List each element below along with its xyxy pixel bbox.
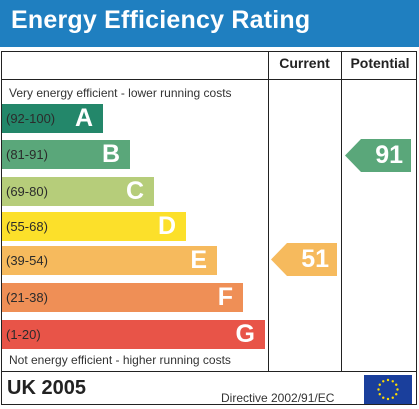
- column-divider-potential: [341, 51, 342, 371]
- column-divider-current: [268, 51, 269, 371]
- eu-star-icon: [378, 383, 381, 386]
- band-letter: G: [235, 320, 255, 348]
- band-f: (21-38) F: [2, 283, 243, 312]
- note-inefficient: Not energy efficient - higher running co…: [9, 353, 231, 367]
- eu-stars: [377, 378, 399, 401]
- arrow-shape: [271, 243, 337, 276]
- header-divider: [1, 79, 417, 80]
- directive-label: Directive 2002/91/EC: [221, 391, 335, 405]
- eu-star-icon: [395, 393, 398, 396]
- eu-star-icon: [377, 388, 380, 391]
- band-range: (55-68): [6, 219, 48, 234]
- band-letter: C: [125, 177, 144, 205]
- band-d: (55-68) D: [2, 212, 186, 241]
- potential-rating-arrow: 91: [345, 139, 411, 172]
- eu-flag-icon: [364, 375, 412, 404]
- band-range: (39-54): [6, 253, 48, 268]
- band-range: (21-38): [6, 290, 48, 305]
- current-rating-value: 51: [301, 245, 329, 273]
- page-title: Energy Efficiency Rating: [11, 6, 311, 34]
- potential-rating-value: 91: [375, 141, 403, 169]
- band-range: (81-91): [6, 147, 48, 162]
- eu-star-icon: [386, 378, 390, 382]
- rating-table: [1, 51, 417, 405]
- band-letter: B: [101, 140, 120, 168]
- band-letter: D: [157, 212, 176, 240]
- band-a: (92-100) A: [2, 104, 103, 133]
- eu-star-icon: [378, 393, 381, 396]
- column-header-potential: Potential: [350, 55, 410, 71]
- band-c: (69-80) C: [2, 177, 154, 206]
- current-rating-arrow: 51: [271, 243, 337, 276]
- column-header-current: Current: [279, 55, 330, 71]
- eu-star-icon: [391, 396, 394, 399]
- note-efficient: Very energy efficient - lower running co…: [9, 86, 232, 100]
- footer-divider: [1, 371, 417, 372]
- eu-star-icon: [396, 388, 399, 391]
- band-range: (1-20): [6, 327, 41, 342]
- arrow-shape: [345, 139, 411, 172]
- eu-star-icon: [391, 380, 394, 383]
- eu-star-icon: [382, 396, 385, 399]
- band-letter: E: [190, 246, 207, 274]
- eu-star-icon: [382, 380, 385, 383]
- eu-star-icon: [386, 397, 390, 401]
- country-label: UK 2005: [7, 377, 86, 399]
- band-b: (81-91) B: [2, 140, 130, 169]
- band-letter: A: [74, 104, 93, 132]
- band-range: (69-80): [6, 184, 48, 199]
- title-bar: Energy Efficiency Rating: [0, 0, 419, 47]
- band-e: (39-54) E: [2, 246, 217, 275]
- eu-star-icon: [395, 383, 398, 386]
- band-range: (92-100): [6, 111, 56, 126]
- band-letter: F: [217, 283, 233, 311]
- band-g: (1-20) G: [2, 320, 265, 349]
